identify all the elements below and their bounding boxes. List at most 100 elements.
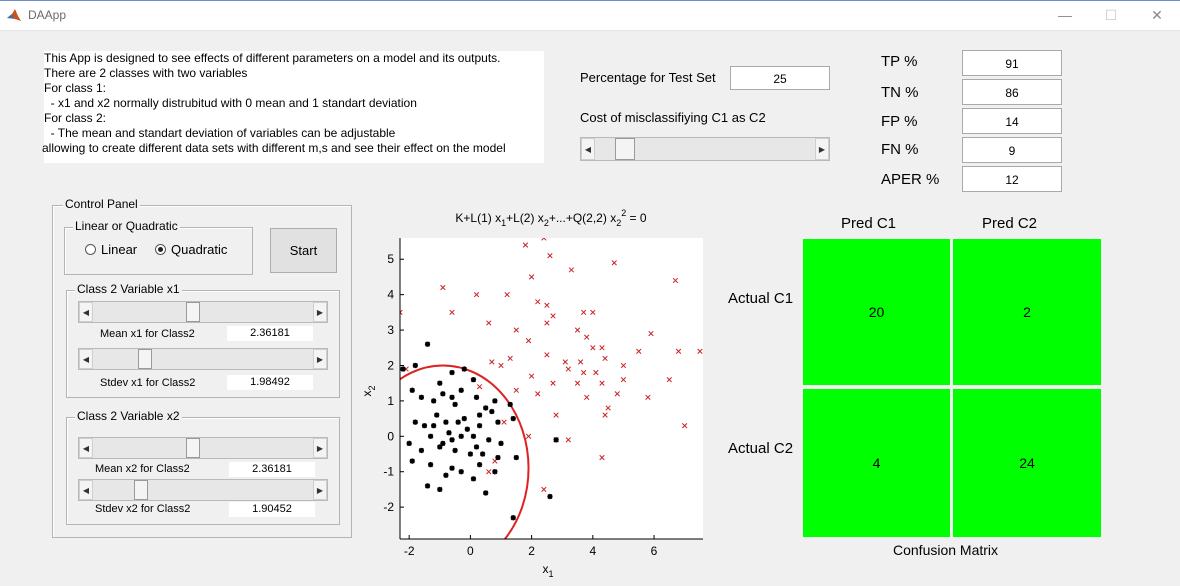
slider-left-arrow-icon[interactable]: ◀ [79,302,93,322]
mean-x2-thumb[interactable] [185,438,200,458]
slider-left-arrow-icon[interactable]: ◀ [79,438,93,458]
cm-title: Confusion Matrix [893,542,999,558]
stdev-x2-label: Stdev x2 for Class2 [95,503,191,515]
tp-value[interactable]: 91 [962,50,1062,76]
description-box: This App is designed to see effects of d… [42,51,544,163]
class2-point [501,419,507,425]
class1-point [406,440,412,446]
mean-x2-slider[interactable]: ◀ ▶ [78,437,328,459]
fp-value[interactable]: 14 [962,108,1062,134]
class1-point [470,433,477,439]
class2-x1-group: Class 2 Variable x1 [66,282,340,398]
cm-cell-fp: 4 [803,389,950,537]
description-line: - x1 and x2 normally distrubitud with 0 … [44,96,417,110]
class1-point [424,341,431,347]
class1-point [449,437,455,443]
class2-point [565,366,571,372]
tn-value[interactable]: 86 [962,79,1062,105]
stdev-x2-slider[interactable]: ◀ ▶ [78,479,328,501]
description-line: This App is designed to see effects of d… [44,51,501,65]
slider-right-arrow-icon[interactable]: ▶ [313,438,327,458]
class2-point [550,380,556,386]
class1-point [409,387,415,393]
slider-left-arrow-icon[interactable]: ◀ [581,138,595,160]
class1-point [437,444,443,450]
class2-point [599,380,605,386]
class2-point [697,348,703,354]
class2-point [525,433,532,439]
class2-point [611,260,617,266]
description-line: For class 2: [44,111,107,125]
fn-value[interactable]: 9 [962,137,1062,163]
linear-radio[interactable] [85,244,96,255]
description-line: allowing to create different data sets w… [42,141,506,155]
class2-point [535,299,541,305]
slider-left-arrow-icon[interactable]: ◀ [79,480,93,500]
class1-point [421,423,428,429]
close-icon[interactable]: ✕ [1151,6,1163,23]
maximize-icon[interactable]: ☐ [1104,6,1118,23]
linear-label[interactable]: Linear [101,242,138,257]
slider-right-arrow-icon[interactable]: ▶ [815,138,829,160]
tn-label: TN % [881,84,919,101]
slider-right-arrow-icon[interactable]: ▶ [313,349,327,369]
class2-point [476,384,483,390]
class1-point [473,394,480,400]
class1-point [458,387,464,393]
test-set-input[interactable]: 25 [730,66,830,90]
class2-point [577,359,584,365]
cost-label: Cost of misclassifiying C1 as C2 [580,110,766,125]
class2-point [599,454,605,461]
class2-point [544,302,550,308]
cm-col-header-c1: Pred C1 [841,215,897,232]
class1-point [418,394,425,400]
class1-point [470,476,477,482]
slider-right-arrow-icon[interactable]: ▶ [313,480,327,500]
minimize-icon[interactable]: — [1058,7,1072,23]
y-tick-label: 3 [387,323,394,337]
class1-point [495,419,501,425]
class1-point [461,366,467,372]
class1-point [483,490,489,496]
class2-point [498,362,504,369]
class1-point [455,419,461,425]
class1-point [476,423,483,429]
class2-x2-title: Class 2 Variable x2 [75,409,182,423]
window-title: DAApp [28,8,67,22]
aper-value[interactable]: 12 [962,166,1062,192]
title-bar [0,0,1180,31]
stdev-x2-thumb[interactable] [134,480,149,500]
cost-slider-thumb[interactable] [615,138,635,160]
quadratic-label[interactable]: Quadratic [171,242,228,257]
class1-point [476,412,483,418]
stdev-x1-thumb[interactable] [138,349,153,369]
slider-right-arrow-icon[interactable]: ▶ [313,302,327,322]
mean-x1-thumb[interactable] [185,302,200,322]
cm-row-header-c2: Actual C2 [728,440,794,457]
cost-slider[interactable]: ◀ ▶ [580,137,830,161]
start-button[interactable]: Start [270,228,337,273]
class1-point [431,398,437,404]
class2-point [584,334,590,340]
stdev-x1-slider[interactable]: ◀ ▶ [78,348,328,370]
class2-point [620,376,627,383]
stdev-x2-value: 1.90452 [229,502,315,517]
class1-point [458,433,464,439]
class2-point [672,277,679,284]
y-tick-label: 2 [387,358,394,372]
class2-point [580,309,587,316]
class1-point [464,426,470,432]
class2-point [550,313,556,319]
class2-point [568,267,575,273]
class2-point [599,345,605,351]
class2-point [590,345,596,351]
fp-label: FP % [881,113,918,130]
class2-point [584,394,590,401]
mean-x1-label: Mean x1 for Class2 [100,328,195,340]
class2-point [522,242,529,248]
class2-point [602,412,608,418]
mean-x1-slider[interactable]: ◀ ▶ [78,301,328,323]
slider-left-arrow-icon[interactable]: ◀ [79,349,93,369]
quadratic-radio[interactable] [155,244,166,255]
class1-point [473,444,480,450]
